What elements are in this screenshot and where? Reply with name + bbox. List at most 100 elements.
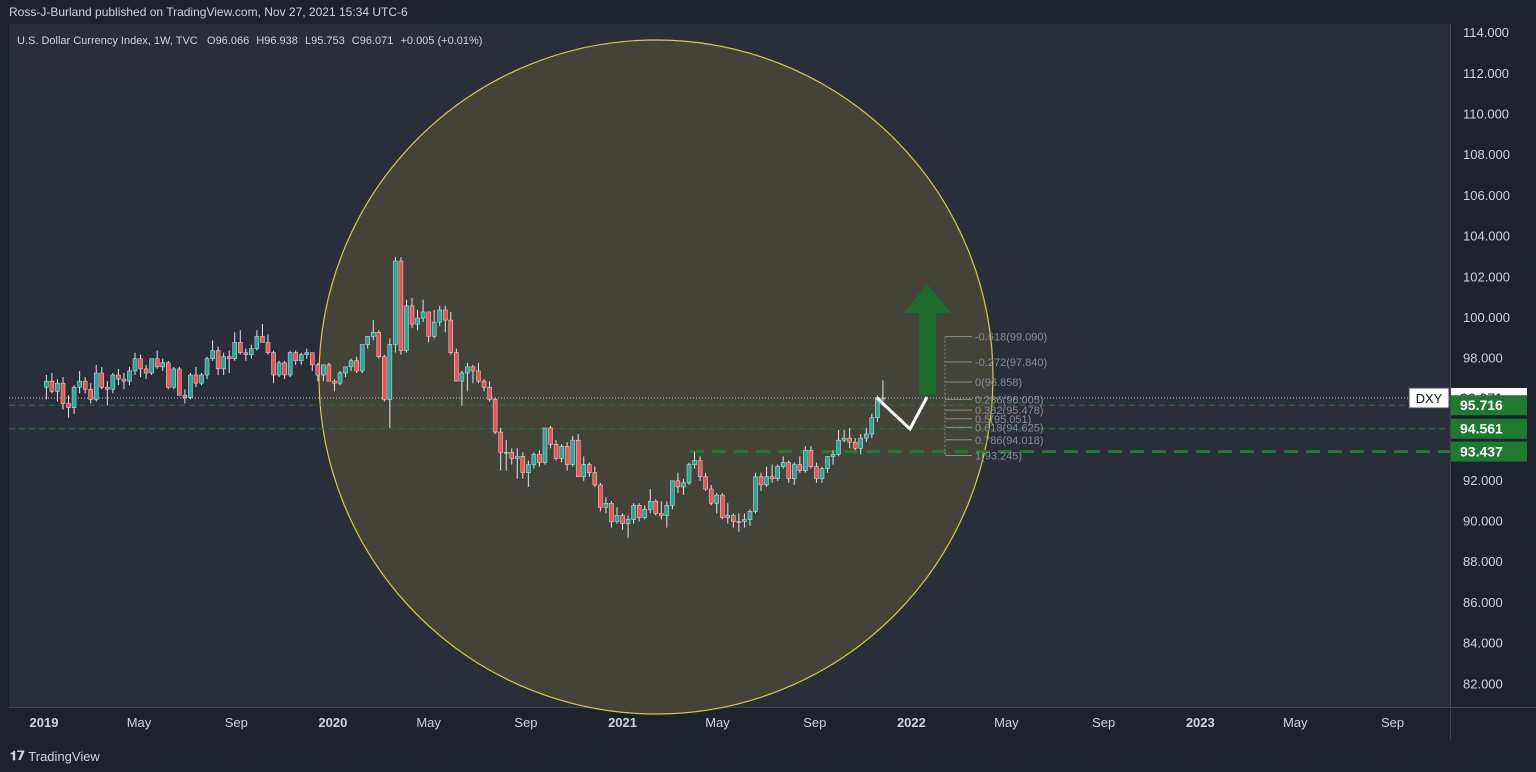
- candle[interactable]: [780, 456, 786, 469]
- candle[interactable]: [298, 352, 304, 365]
- price-axis[interactable]: [1450, 24, 1536, 707]
- candle[interactable]: [465, 362, 470, 392]
- candle[interactable]: [443, 305, 448, 333]
- candle[interactable]: [642, 505, 647, 520]
- candle[interactable]: [830, 450, 836, 465]
- candle[interactable]: [869, 413, 875, 439]
- candle[interactable]: [60, 377, 66, 410]
- projection-zigzag[interactable]: [875, 396, 929, 432]
- candle[interactable]: [293, 350, 298, 365]
- candle[interactable]: [82, 377, 88, 394]
- candle[interactable]: [426, 311, 431, 343]
- candle[interactable]: [332, 379, 337, 392]
- candle[interactable]: [166, 360, 171, 390]
- candle[interactable]: [542, 427, 548, 465]
- candle[interactable]: [492, 397, 498, 435]
- candle[interactable]: [271, 350, 276, 384]
- candle[interactable]: [803, 446, 808, 473]
- candle[interactable]: [753, 472, 758, 514]
- candle[interactable]: [204, 356, 210, 380]
- candle[interactable]: [265, 334, 271, 355]
- candle[interactable]: [692, 452, 697, 469]
- candle[interactable]: [387, 338, 393, 428]
- candle[interactable]: [398, 257, 404, 355]
- candle[interactable]: [731, 513, 736, 528]
- candle[interactable]: [210, 340, 215, 361]
- candle[interactable]: [138, 354, 143, 378]
- candle[interactable]: [647, 488, 653, 514]
- candle[interactable]: [836, 429, 841, 457]
- candle[interactable]: [792, 462, 797, 485]
- candle[interactable]: [49, 372, 55, 394]
- candle[interactable]: [664, 501, 670, 528]
- candle[interactable]: [797, 456, 803, 473]
- candle[interactable]: [454, 348, 459, 382]
- candle[interactable]: [359, 344, 365, 373]
- candle[interactable]: [775, 464, 780, 481]
- candle[interactable]: [226, 350, 232, 373]
- candle[interactable]: [587, 462, 592, 477]
- candle[interactable]: [742, 513, 747, 528]
- candle[interactable]: [747, 509, 753, 526]
- candle[interactable]: [825, 456, 830, 473]
- candle[interactable]: [182, 389, 188, 404]
- candle[interactable]: [193, 366, 199, 388]
- candle[interactable]: [393, 256, 398, 353]
- candle[interactable]: [315, 362, 321, 382]
- candle[interactable]: [99, 366, 105, 390]
- candle[interactable]: [116, 368, 121, 386]
- candle[interactable]: [420, 299, 426, 323]
- candle[interactable]: [238, 330, 243, 355]
- candle[interactable]: [659, 501, 664, 520]
- candle[interactable]: [814, 462, 819, 483]
- candle[interactable]: [487, 381, 492, 402]
- candle[interactable]: [470, 364, 476, 384]
- candle[interactable]: [537, 450, 542, 467]
- candle[interactable]: [215, 346, 221, 376]
- candle[interactable]: [476, 362, 481, 384]
- candle[interactable]: [260, 324, 265, 343]
- candle[interactable]: [232, 332, 237, 361]
- candle[interactable]: [188, 372, 193, 400]
- candle[interactable]: [603, 497, 609, 514]
- candle[interactable]: [503, 440, 509, 471]
- candle[interactable]: [337, 370, 343, 386]
- candle[interactable]: [105, 381, 110, 406]
- candle[interactable]: [620, 513, 625, 530]
- candle[interactable]: [304, 348, 310, 359]
- candle[interactable]: [143, 364, 149, 380]
- candle[interactable]: [437, 305, 442, 327]
- candle[interactable]: [553, 440, 559, 461]
- candle[interactable]: [171, 366, 177, 390]
- candle[interactable]: [725, 503, 731, 524]
- candle[interactable]: [592, 466, 598, 487]
- tradingview-logo[interactable]: 𝟏𝟳 TradingView: [10, 748, 100, 764]
- candle[interactable]: [282, 360, 287, 380]
- candle[interactable]: [121, 372, 127, 390]
- candle[interactable]: [697, 456, 703, 481]
- candle[interactable]: [786, 460, 791, 483]
- candle[interactable]: [365, 336, 370, 349]
- candle[interactable]: [858, 434, 864, 455]
- candle[interactable]: [609, 501, 614, 528]
- candle[interactable]: [354, 356, 359, 373]
- candle[interactable]: [686, 462, 692, 485]
- candle[interactable]: [631, 503, 636, 524]
- candle[interactable]: [758, 472, 764, 492]
- candle[interactable]: [177, 366, 182, 396]
- candle[interactable]: [71, 385, 77, 414]
- candle[interactable]: [404, 299, 409, 353]
- candle[interactable]: [526, 460, 531, 487]
- candle[interactable]: [249, 344, 254, 359]
- candle[interactable]: [808, 446, 814, 469]
- candle[interactable]: [431, 309, 437, 339]
- candle[interactable]: [864, 427, 869, 443]
- candle[interactable]: [736, 513, 742, 532]
- candle[interactable]: [598, 482, 603, 512]
- candle[interactable]: [149, 358, 154, 376]
- candle[interactable]: [515, 448, 520, 479]
- candle[interactable]: [714, 493, 719, 514]
- candle[interactable]: [614, 507, 620, 524]
- candle[interactable]: [564, 442, 570, 471]
- candle[interactable]: [370, 320, 376, 341]
